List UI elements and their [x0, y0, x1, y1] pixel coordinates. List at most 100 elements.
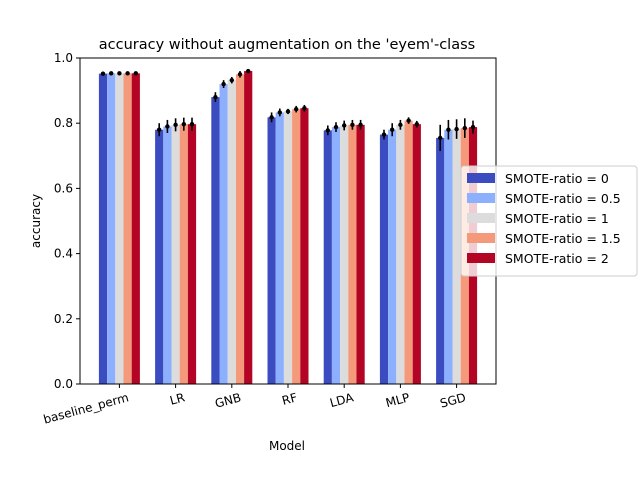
- y-tick-labels: 0.0 0.2 0.4 0.6 0.8 1.0: [54, 51, 73, 391]
- error-bar-marker: [446, 127, 451, 132]
- bar-rf-series-3: [292, 109, 301, 384]
- legend-swatch: [467, 173, 495, 183]
- error-bar-marker: [125, 71, 130, 76]
- y-tick-label: 0.0: [54, 377, 73, 391]
- bar-mlp-series-4: [412, 124, 421, 384]
- x-axis-label: Model: [269, 439, 305, 453]
- bar-lr-series-2: [171, 124, 180, 384]
- y-tick-label: 1.0: [54, 51, 73, 65]
- bar-lr-series-3: [179, 124, 188, 384]
- legend-box: [460, 165, 638, 277]
- y-tick-label: 0.4: [54, 247, 73, 261]
- bar-baseline-perm-series-2: [115, 73, 124, 385]
- y-tick-label: 0.8: [54, 116, 73, 130]
- x-tick-label: LDA: [328, 390, 355, 410]
- error-bar-marker: [133, 71, 138, 76]
- error-bar-marker: [117, 71, 122, 76]
- bar-gnb-series-1: [219, 84, 228, 384]
- error-bar-marker: [333, 124, 339, 130]
- error-bar-marker: [165, 124, 170, 129]
- y-tick-label: 0.2: [54, 312, 73, 326]
- error-bar-marker: [181, 121, 186, 127]
- bar-rf-series-4: [300, 108, 309, 384]
- bar-gnb-series-4: [244, 71, 253, 384]
- bar-baseline-perm-series-1: [107, 73, 116, 385]
- bar-sgd-series-1: [444, 129, 453, 384]
- x-tick-labels: baseline_perm LR GNB RF LDA MLP SGD: [42, 390, 468, 426]
- bar-sgd-series-2: [452, 129, 461, 384]
- error-bar-marker: [302, 106, 307, 111]
- bar-gnb-series-2: [227, 80, 236, 384]
- x-tick-label: RF: [280, 390, 298, 407]
- error-bar-marker: [221, 81, 226, 87]
- error-bar-marker: [390, 127, 395, 132]
- error-bar-marker: [237, 72, 243, 77]
- legend-entry: SMOTE-ratio = 2: [505, 251, 609, 266]
- bar-rf-series-1: [275, 112, 284, 384]
- legend-entry: SMOTE-ratio = 1.5: [505, 231, 621, 246]
- error-bar-marker: [462, 125, 467, 131]
- bar-lr-series-0: [155, 129, 164, 384]
- x-tick-label: baseline_perm: [42, 390, 130, 426]
- error-bar-marker: [406, 118, 411, 123]
- error-bar-marker: [213, 94, 218, 100]
- bar-rf-series-0: [267, 117, 276, 384]
- error-bar-marker: [157, 127, 162, 132]
- legend-swatch: [467, 233, 495, 243]
- error-bar-marker: [109, 71, 114, 76]
- x-tick-label: GNB: [213, 390, 242, 410]
- x-tick-label: LR: [168, 390, 186, 407]
- bar-rf-series-2: [283, 111, 293, 385]
- bar-lr-series-1: [163, 126, 172, 385]
- bar-baseline-perm-series-4: [131, 73, 140, 385]
- error-bar-marker: [269, 115, 274, 120]
- error-bars-layer: [100, 68, 476, 151]
- bar-lda-series-1: [331, 127, 341, 384]
- bar-lda-series-3: [348, 124, 357, 384]
- bar-mlp-series-1: [388, 129, 397, 384]
- error-bar-marker: [358, 122, 363, 128]
- error-bar-marker: [350, 122, 355, 128]
- legend: SMOTE-ratio = 0 SMOTE-ratio = 0.5 SMOTE-ra…: [460, 165, 638, 277]
- legend-entry: SMOTE-ratio = 1: [505, 211, 609, 226]
- bar-gnb-series-0: [211, 97, 220, 385]
- error-bar-marker: [189, 121, 195, 127]
- error-bar-marker: [229, 77, 234, 83]
- y-axis-label: accuracy: [29, 194, 43, 248]
- error-bar-marker: [246, 68, 251, 74]
- chart-title: accuracy without augmentation on the 'ey…: [99, 37, 475, 53]
- error-bar-marker: [173, 122, 178, 128]
- error-bar-marker: [100, 71, 106, 76]
- bar-lda-series-0: [323, 130, 332, 384]
- error-bar-marker: [438, 135, 443, 141]
- bar-gnb-series-3: [235, 74, 245, 385]
- error-bar-marker: [381, 132, 387, 137]
- bar-mlp-series-0: [379, 134, 389, 384]
- legend-entry: SMOTE-ratio = 0.5: [505, 191, 621, 206]
- error-bar-marker: [454, 126, 459, 132]
- legend-swatch: [467, 193, 495, 203]
- error-bar-marker: [285, 109, 291, 114]
- error-bar-marker: [277, 110, 282, 115]
- error-bar-marker: [398, 122, 403, 128]
- error-bar-marker: [470, 124, 476, 130]
- error-bar-marker: [342, 123, 347, 128]
- error-bar-marker: [325, 128, 330, 133]
- x-tick-label: MLP: [384, 390, 411, 410]
- bar-lda-series-4: [356, 124, 365, 384]
- bar-mlp-series-2: [396, 124, 405, 384]
- legend-swatch: [467, 253, 495, 263]
- legend-entry: SMOTE-ratio = 0: [505, 171, 609, 186]
- error-bar-marker: [294, 106, 299, 112]
- bar-lda-series-2: [340, 125, 349, 385]
- bar-lr-series-4: [187, 124, 197, 384]
- bars-layer: [98, 71, 478, 385]
- legend-swatch: [467, 213, 495, 223]
- y-tick-label: 0.6: [54, 181, 73, 195]
- bar-mlp-series-3: [404, 120, 413, 384]
- x-tick-label: SGD: [438, 390, 467, 410]
- bar-baseline-perm-series-0: [98, 73, 108, 384]
- bar-sgd-series-0: [436, 137, 445, 384]
- bar-baseline-perm-series-3: [123, 73, 132, 385]
